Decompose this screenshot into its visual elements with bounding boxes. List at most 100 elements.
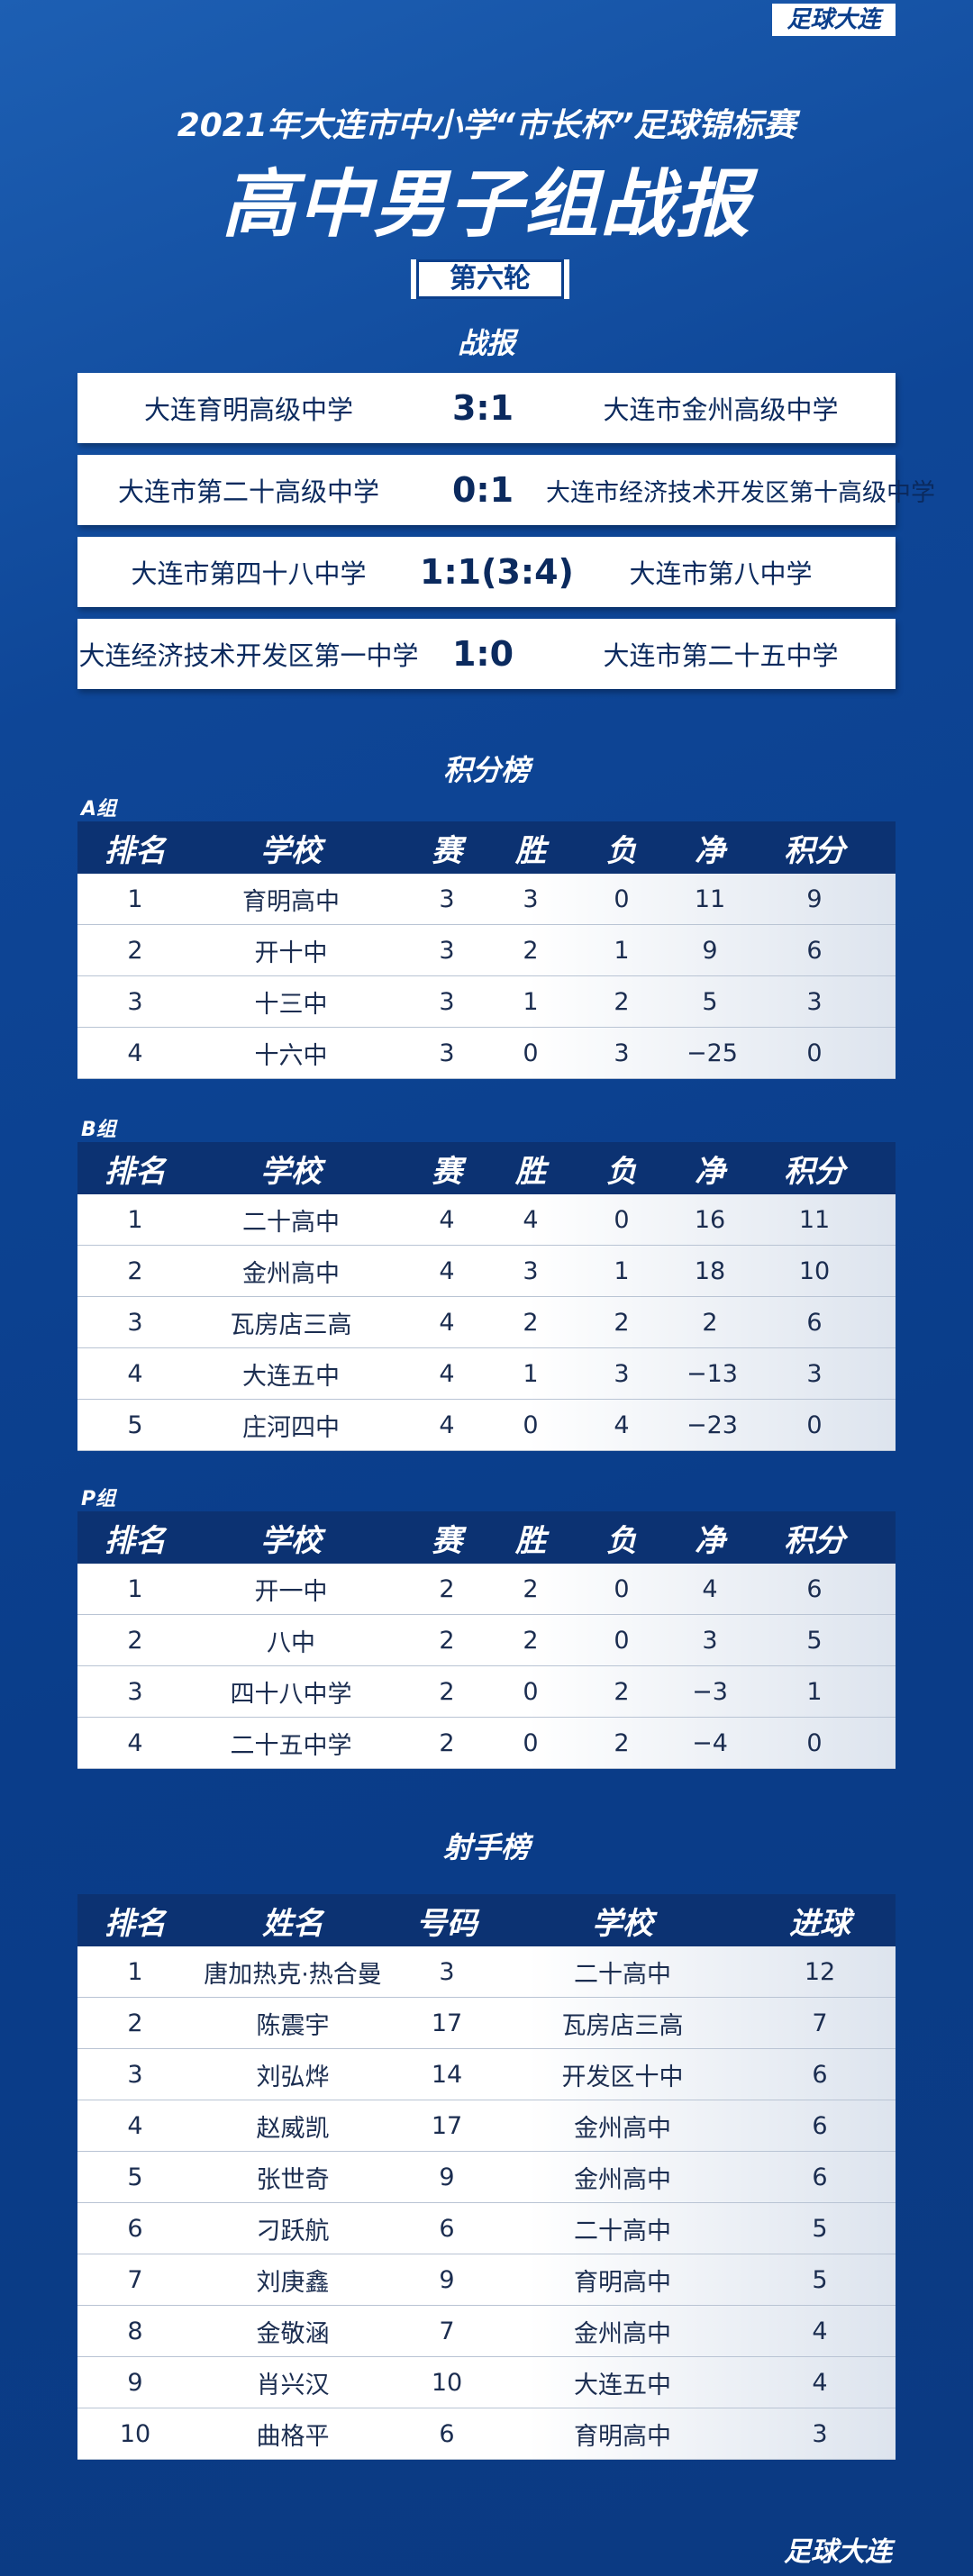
cell: 7 bbox=[439, 2317, 455, 2345]
cell: 1 bbox=[127, 884, 143, 913]
section-heading: 射手榜 bbox=[442, 1830, 530, 1864]
standings-table: 排名 学校 赛 胜 负 净 积分 1 开一中 2 2 0 4 6 2 八中 2 2 0 3 5 3 四十八中学 2 0 2 −3 1 4… bbox=[77, 1511, 896, 1769]
cell: 4 bbox=[439, 1410, 455, 1439]
cell: 4 bbox=[812, 2368, 828, 2397]
table-row: 5 庄河四中 4 0 4 −23 0 bbox=[77, 1400, 896, 1451]
cell: 育明高中 bbox=[242, 887, 340, 916]
away-team: 大连市第八中学 bbox=[629, 558, 813, 589]
cell: 9 bbox=[439, 2163, 455, 2191]
cell: 2 bbox=[614, 1308, 630, 1337]
cell: 18 bbox=[694, 1256, 726, 1285]
cell: 3 bbox=[439, 1957, 455, 1986]
column-header: 负 bbox=[606, 1153, 637, 1190]
cell: 3 bbox=[806, 987, 823, 1016]
cell: 1 bbox=[806, 1677, 823, 1706]
away-team: 大连市经济技术开发区第十高级中学 bbox=[546, 478, 935, 507]
cell: 2 bbox=[127, 1626, 143, 1655]
table-row: 3 四十八中学 2 0 2 −3 1 bbox=[77, 1666, 896, 1718]
column-header: 赛 bbox=[432, 1153, 462, 1190]
column-header: 胜 bbox=[515, 1522, 546, 1559]
table-row: 2 陈震宇 17 瓦房店三高 7 bbox=[77, 1998, 896, 2049]
cell: 2 bbox=[523, 936, 539, 965]
cell: 3 bbox=[806, 1359, 823, 1388]
table-row: 3 十三中 3 1 2 5 3 bbox=[77, 976, 896, 1028]
cell: 5 bbox=[127, 2163, 143, 2191]
standings-table: 排名 学校赛胜负净积分 1 育明高中 3 3 0 11 9 2 开十中 3 2 1 9 6 3 十三中 3 1 2 5 3 4… bbox=[77, 821, 896, 1079]
cell: 0 bbox=[523, 1728, 539, 1757]
cell: 5 bbox=[812, 2265, 828, 2294]
cell: 6 bbox=[812, 2163, 828, 2191]
cell: 0 bbox=[614, 1626, 630, 1655]
cell: 6 bbox=[439, 2419, 455, 2448]
column-header: 负 bbox=[606, 832, 637, 869]
cell: 2 bbox=[439, 1677, 455, 1706]
cell: 开发区十中 bbox=[561, 2063, 684, 2091]
cell: 育明高中 bbox=[574, 2422, 671, 2451]
cell: 6 bbox=[812, 2060, 828, 2089]
cell: 9 bbox=[806, 884, 823, 913]
cell: 大连五中 bbox=[242, 1362, 340, 1391]
cell: 刘弘烨 bbox=[256, 2063, 330, 2091]
cell: 0 bbox=[523, 1410, 539, 1439]
round-badge: 第六轮 bbox=[411, 259, 569, 299]
column-header: 胜 bbox=[515, 832, 546, 869]
cell: 3 bbox=[702, 1626, 718, 1655]
cell: 3 bbox=[439, 987, 455, 1016]
table-row: 10 曲格平 6 育明高中 3 bbox=[77, 2408, 896, 2460]
cell: 开十中 bbox=[254, 939, 328, 967]
cell: 11 bbox=[694, 884, 726, 913]
cell: −4 bbox=[692, 1728, 728, 1757]
cell: 5 bbox=[702, 987, 718, 1016]
table-row: 1 唐加热克·热合曼 3 二十高中 12 bbox=[77, 1946, 896, 1998]
cell: 11 bbox=[798, 1205, 831, 1234]
cell: 17 bbox=[431, 2009, 463, 2037]
table-header: 排名 学校 赛 胜 负 净 积分 bbox=[77, 821, 896, 874]
cell: 14 bbox=[431, 2060, 463, 2089]
cell: 二十高中 bbox=[242, 1208, 340, 1237]
cell: 6 bbox=[806, 1308, 823, 1337]
column-header: 进球 bbox=[789, 1905, 850, 1942]
table-row: 1 二十高中 4 4 0 16 11 bbox=[77, 1194, 896, 1246]
cell: 刘庚鑫 bbox=[256, 2268, 330, 2297]
cell: 1 bbox=[127, 1957, 143, 1986]
cell: 9 bbox=[439, 2265, 455, 2294]
cell: 唐加热克·热合曼 bbox=[204, 1960, 382, 1989]
cell: −3 bbox=[692, 1677, 728, 1706]
cell: 四十八中学 bbox=[230, 1680, 352, 1709]
cell: 1 bbox=[523, 1359, 539, 1388]
cell: 6 bbox=[439, 2214, 455, 2243]
column-header: 学校 bbox=[260, 832, 322, 869]
cell: 金州高中 bbox=[574, 2165, 671, 2194]
column-header: 净 bbox=[695, 1522, 725, 1559]
column-header: 积分 bbox=[784, 1153, 845, 1190]
cell: 6 bbox=[806, 1574, 823, 1603]
cell: 6 bbox=[806, 936, 823, 965]
cell: 2 bbox=[614, 1677, 630, 1706]
match-row: 大连经济技术开发区第一中学 1:0 大连市第二十五中学 bbox=[77, 619, 896, 689]
table-row: 9 肖兴汉 10 大连五中 4 bbox=[77, 2357, 896, 2408]
cell: 4 bbox=[702, 1574, 718, 1603]
table-row: 1 开一中 2 2 0 4 6 bbox=[77, 1564, 896, 1615]
column-header: 学校 bbox=[592, 1905, 653, 1942]
cell: 6 bbox=[812, 2111, 828, 2140]
cell: 二十五中学 bbox=[230, 1731, 352, 1760]
score: 3:1 bbox=[451, 388, 514, 428]
cell: 3 bbox=[614, 1359, 630, 1388]
logo: 足球大连 bbox=[784, 2536, 892, 2568]
cell: 瓦房店三高 bbox=[561, 2011, 684, 2040]
cell: 9 bbox=[127, 2368, 143, 2397]
cell: 8 bbox=[127, 2317, 143, 2345]
column-header: 姓名 bbox=[262, 1905, 323, 1942]
match-row: 大连育明高级中学 3:1 大连市金州高级中学 bbox=[77, 373, 896, 443]
column-header: 胜 bbox=[515, 1153, 546, 1190]
cell: 金敬涵 bbox=[256, 2319, 330, 2348]
cell: 2 bbox=[127, 936, 143, 965]
cell: 10 bbox=[798, 1256, 831, 1285]
match-row: 大连市第二十高级中学 0:1 大连市经济技术开发区第十高级中学 bbox=[77, 455, 935, 525]
cell: 4 bbox=[439, 1205, 455, 1234]
table-row: 3 刘弘烨 14 开发区十中 6 bbox=[77, 2049, 896, 2100]
cell: 3 bbox=[127, 1308, 143, 1337]
cell: 1 bbox=[614, 936, 630, 965]
